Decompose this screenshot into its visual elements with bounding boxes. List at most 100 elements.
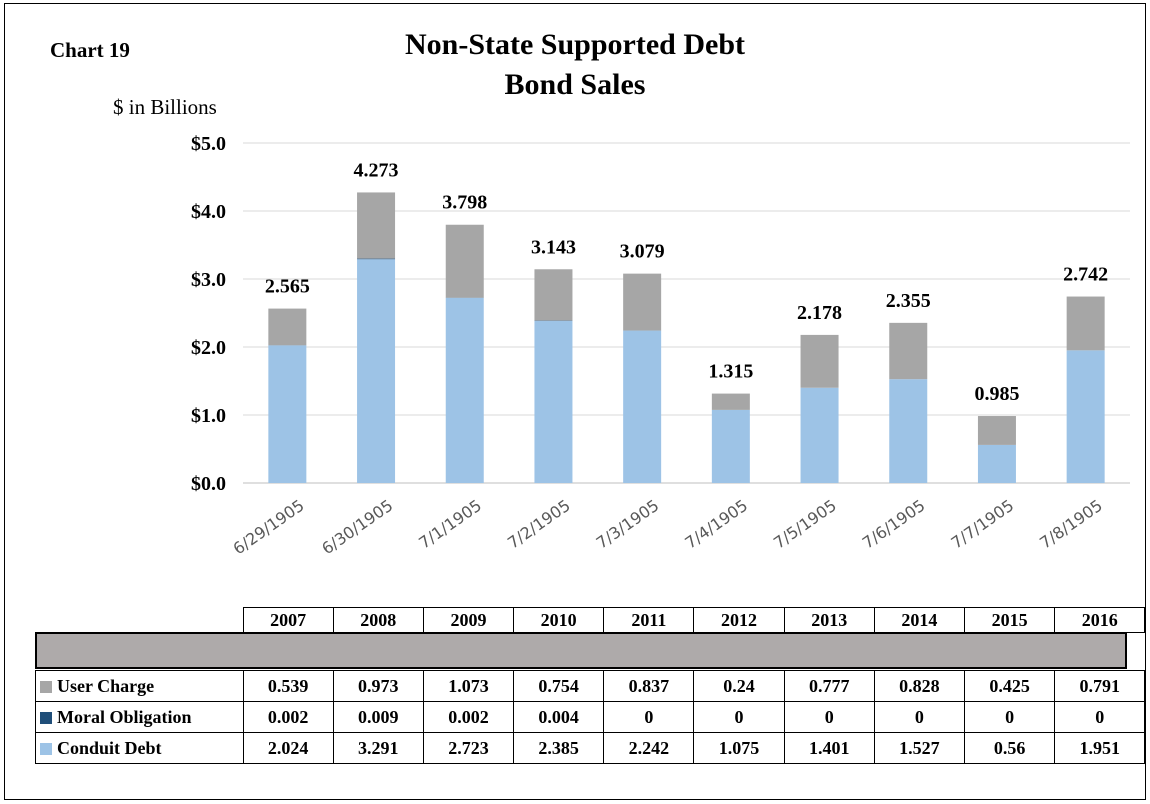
year-header-cell: 2011 — [603, 607, 695, 633]
x-tick-label: 7/8/1905 — [1036, 496, 1106, 553]
x-tick-label: 6/30/1905 — [318, 496, 396, 559]
chart-title-line1: Non-State Supported Debt — [404, 28, 746, 61]
x-tick-label: 7/6/1905 — [859, 496, 929, 553]
x-tick-label: 6/29/1905 — [230, 496, 308, 559]
bar-total-label: 3.079 — [620, 241, 665, 263]
table-value-cell: 0 — [603, 701, 695, 733]
year-header-cell: 2010 — [513, 607, 605, 633]
table-value-cell: 0 — [1054, 701, 1146, 733]
bar-conduit-debt — [1066, 350, 1105, 483]
series-label: Moral Obligation — [57, 706, 192, 727]
y-tick-label: $4.0 — [191, 201, 226, 223]
bar-total-label: 2.178 — [797, 302, 842, 324]
year-header-cell: 2008 — [332, 607, 424, 633]
y-tick-label: $1.0 — [191, 405, 226, 427]
year-header-cell: 2016 — [1054, 607, 1146, 633]
bar-conduit-debt — [889, 379, 928, 483]
table-value-cell: 0 — [873, 701, 966, 733]
y-tick-label: $5.0 — [191, 133, 226, 155]
table-value-cell: 0.002 — [242, 701, 334, 733]
table-value-cell: 0.002 — [422, 701, 515, 733]
series-row-header: Conduit Debt — [35, 732, 244, 764]
series-row-header: User Charge — [35, 670, 244, 702]
table-row: Moral Obligation 0.002 0.009 0.002 0.004 0 0 0 0… — [35, 701, 1146, 733]
x-tick-label: 7/2/1905 — [504, 496, 574, 553]
bar-conduit-debt — [357, 259, 396, 483]
table-row: User Charge 0.539 0.973 1.073 0.754 0.837 0.24… — [35, 670, 1146, 702]
table-value-cell: 3.291 — [332, 732, 424, 764]
y-axis-label: $ in Billions — [113, 95, 217, 119]
bar-conduit-debt — [800, 387, 839, 483]
bar-total-label: 2.742 — [1063, 264, 1108, 286]
y-tick-label: $2.0 — [191, 337, 226, 359]
bar-conduit-debt — [977, 444, 1016, 483]
table-value-cell: 1.075 — [693, 732, 785, 764]
bar-chart-plot: $0.0 $1.0 $2.0 $3.0 $4.0 $5.0 2.565 6/29/1905 4.… — [191, 133, 1130, 559]
table-value-cell: 2.024 — [242, 732, 334, 764]
bar-conduit-debt — [623, 330, 662, 483]
bar-user-charge — [445, 224, 484, 298]
bar-total-label: 2.355 — [886, 290, 931, 312]
data-table: 2007 2008 2009 2010 2011 2012 2013 2014 2015 2016… — [35, 607, 1146, 764]
chart-title-line2: Bond Sales — [504, 68, 646, 101]
bar-user-charge — [889, 322, 928, 380]
bar-total-label: 2.565 — [265, 276, 310, 298]
bar-total-label: 1.315 — [708, 361, 753, 383]
bar-user-charge — [1066, 296, 1105, 351]
table-value-cell: 0 — [783, 701, 875, 733]
table-value-cell: 2.385 — [513, 732, 605, 764]
bar-conduit-debt — [711, 409, 750, 483]
table-value-cell: 2.242 — [603, 732, 695, 764]
table-corner-cell — [36, 608, 244, 633]
bar-total-label: 4.273 — [354, 159, 399, 181]
bar-user-charge — [357, 192, 396, 259]
table-value-cell: 0.791 — [1054, 670, 1146, 702]
table-value-cell: 0.973 — [332, 670, 424, 702]
bar-total-label: 3.143 — [531, 236, 576, 258]
table-value-cell: 0 — [693, 701, 785, 733]
table-value-cell: 2.723 — [422, 732, 515, 764]
x-tick-label: 7/1/1905 — [415, 496, 485, 553]
bar-conduit-debt — [445, 297, 484, 483]
table-value-cell: 0.777 — [783, 670, 875, 702]
table-value-cell: 0 — [963, 701, 1056, 733]
bar-conduit-debt — [534, 320, 573, 483]
table-value-cell: 1.527 — [873, 732, 966, 764]
bar-moral-obligation — [357, 258, 396, 260]
table-row: Conduit Debt 2.024 3.291 2.723 2.385 2.242 1.0… — [35, 732, 1146, 764]
bar-user-charge — [711, 393, 750, 410]
bar-conduit-debt — [268, 345, 307, 483]
table-value-cell: 1.401 — [783, 732, 875, 764]
series-label: Conduit Debt — [57, 737, 162, 758]
table-value-cell: 0.539 — [242, 670, 334, 702]
y-tick-label: $3.0 — [191, 269, 226, 291]
series-label: User Charge — [57, 675, 155, 696]
year-header-cell: 2015 — [963, 607, 1056, 633]
table-header-band — [35, 632, 1127, 669]
bar-total-label: 3.798 — [442, 192, 487, 214]
bar-total-label: 0.985 — [974, 383, 1019, 405]
year-header-cell: 2007 — [242, 607, 334, 633]
legend-swatch — [40, 743, 52, 756]
chart-number-label: Chart 19 — [50, 38, 130, 62]
table-value-cell: 0.837 — [603, 670, 695, 702]
table-header-row: 2007 2008 2009 2010 2011 2012 2013 2014 2015 2016 — [36, 607, 1146, 633]
bar-user-charge — [623, 273, 662, 331]
table-value-cell: 0.425 — [963, 670, 1056, 702]
year-header-cell: 2009 — [422, 607, 515, 633]
table-spacer-cell — [36, 633, 1145, 671]
bar-user-charge — [800, 334, 839, 388]
legend-swatch — [40, 712, 52, 725]
x-tick-label: 7/4/1905 — [681, 496, 751, 553]
table-value-cell: 0.828 — [873, 670, 966, 702]
bar-user-charge — [268, 308, 307, 346]
year-header-cell: 2014 — [873, 607, 966, 633]
chart-frame — [4, 3, 1146, 800]
x-tick-label: 7/3/1905 — [593, 496, 663, 553]
y-tick-label: $0.0 — [191, 473, 226, 495]
series-row-header: Moral Obligation — [35, 701, 244, 733]
table-value-cell: 0.754 — [513, 670, 605, 702]
table-value-cell: 0.009 — [332, 701, 424, 733]
x-tick-label: 7/7/1905 — [947, 496, 1017, 553]
year-header-cell: 2012 — [693, 607, 785, 633]
